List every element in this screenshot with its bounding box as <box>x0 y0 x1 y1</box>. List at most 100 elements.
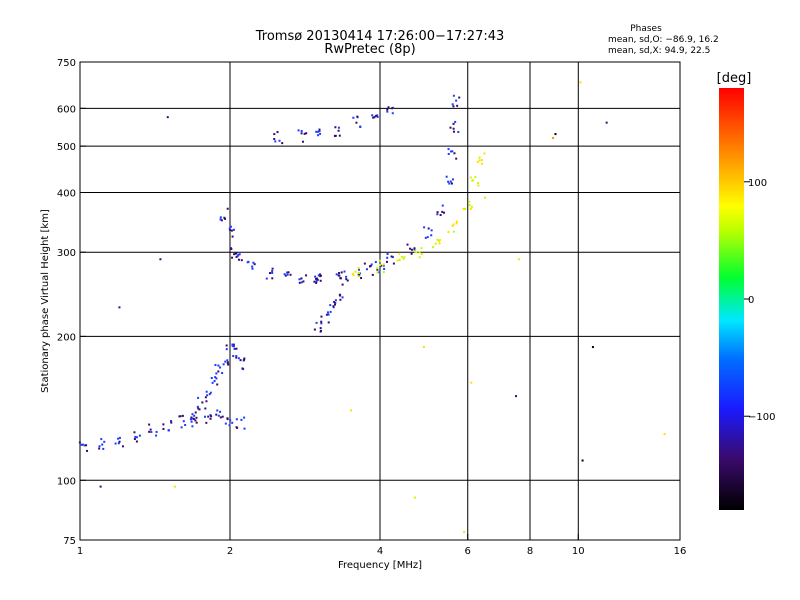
echo-point <box>320 315 323 318</box>
echo-point <box>438 238 441 241</box>
echo-point <box>369 264 372 267</box>
echo-point <box>319 275 322 278</box>
echo-point <box>398 258 401 261</box>
echo-point <box>452 230 455 233</box>
colorbar-tick-label: −100 <box>748 412 775 423</box>
echo-point <box>391 256 394 259</box>
echo-point <box>332 306 335 309</box>
echo-point <box>452 130 455 133</box>
echo-point <box>274 140 277 143</box>
echo-point <box>318 130 321 133</box>
phase-stats-x: mean, sd,X: 94.9, 22.5 <box>608 46 710 56</box>
echo-point <box>103 440 106 443</box>
echo-point <box>345 275 348 278</box>
echo-point <box>478 156 481 159</box>
echo-point <box>472 179 475 182</box>
echo-point <box>229 225 232 228</box>
echo-point <box>207 415 210 418</box>
echo-point <box>205 400 208 403</box>
echo-point <box>430 229 433 232</box>
echo-point <box>456 104 459 107</box>
chart-title: Tromsø 20130414 17:26:00−17:27:43 <box>255 29 505 44</box>
x-tick-label: 1 <box>77 546 83 557</box>
echo-point <box>315 277 318 280</box>
colorbar-ticks: 100 0 −100 <box>744 178 775 423</box>
echo-point <box>224 360 227 363</box>
echo-point <box>415 251 418 254</box>
echo-point <box>232 355 235 358</box>
echo-point <box>420 247 423 250</box>
echo-point <box>327 313 330 316</box>
echo-point <box>236 255 239 258</box>
echo-point <box>352 274 355 277</box>
x-tick-label: 4 <box>377 546 383 557</box>
echo-point <box>298 278 301 281</box>
echo-point <box>216 409 219 412</box>
echo-point <box>193 414 196 417</box>
echo-point <box>216 383 219 386</box>
echo-point <box>226 359 229 362</box>
echo-point <box>226 361 229 364</box>
echo-point <box>441 204 444 207</box>
echo-point <box>356 115 359 118</box>
echo-point <box>235 252 238 255</box>
echo-point <box>300 281 303 284</box>
echo-point <box>114 442 117 445</box>
echo-point <box>133 431 136 434</box>
echo-point <box>78 441 81 444</box>
echo-point <box>443 211 446 214</box>
echo-point <box>418 251 421 254</box>
outlier-point <box>99 485 102 488</box>
echo-point <box>376 267 379 270</box>
outlier-point <box>166 116 169 119</box>
echo-point <box>382 263 385 266</box>
echo-point <box>365 268 368 271</box>
echo-point <box>220 219 223 222</box>
echo-point <box>226 418 229 421</box>
echo-point <box>228 227 231 230</box>
echo-point <box>481 162 484 165</box>
echo-point <box>217 414 220 417</box>
x-tick-label: 6 <box>465 546 471 557</box>
colorbar-tick-label: 0 <box>748 295 754 306</box>
echo-point <box>357 271 360 274</box>
echo-point <box>436 211 439 214</box>
echo-point <box>319 329 322 332</box>
echo-point <box>252 261 255 264</box>
echo-point <box>209 391 212 394</box>
y-tick-label: 300 <box>57 248 76 259</box>
echo-point <box>478 159 481 162</box>
echo-point <box>297 129 300 132</box>
echo-point <box>447 231 450 234</box>
echo-point <box>483 152 486 155</box>
echo-point <box>208 393 211 396</box>
echo-point <box>376 114 379 117</box>
echo-point <box>379 259 382 262</box>
echo-point <box>191 425 194 428</box>
echo-point <box>180 426 183 429</box>
echo-point <box>386 256 389 259</box>
echo-point <box>315 280 318 283</box>
echo-point <box>379 263 382 266</box>
outlier-point <box>591 346 594 349</box>
echo-point <box>268 272 271 275</box>
echo-point <box>243 357 246 360</box>
echo-point <box>117 437 120 440</box>
echo-point <box>155 430 158 433</box>
echo-point <box>298 281 301 284</box>
echo-point <box>455 222 458 225</box>
echo-point <box>231 256 234 259</box>
echo-point <box>80 443 83 446</box>
echo-point <box>357 273 360 276</box>
echo-point <box>195 416 198 419</box>
echo-point <box>101 443 104 446</box>
echo-point <box>214 376 217 379</box>
echo-point <box>339 277 342 280</box>
echo-point <box>209 414 212 417</box>
x-tick-label: 10 <box>572 546 585 557</box>
echo-point <box>451 224 454 227</box>
echo-point <box>372 116 375 119</box>
echo-point <box>237 253 240 256</box>
echo-point <box>235 356 238 359</box>
echo-point <box>434 242 437 245</box>
